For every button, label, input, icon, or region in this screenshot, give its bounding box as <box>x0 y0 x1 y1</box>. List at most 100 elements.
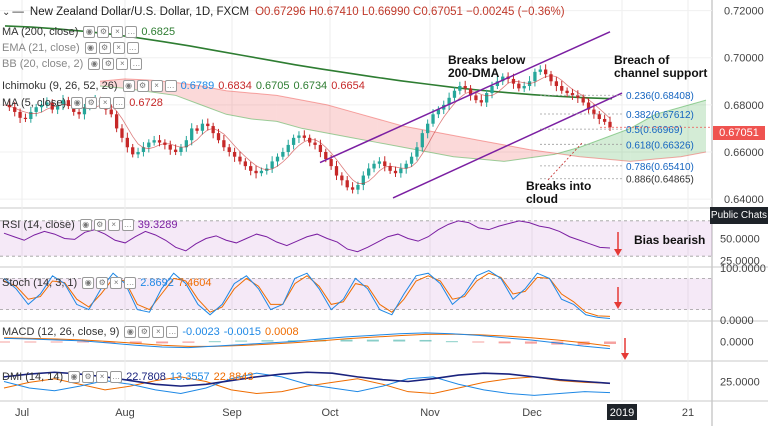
close-icon[interactable]: × <box>99 97 112 109</box>
close-icon[interactable]: × <box>107 219 120 231</box>
eye-icon[interactable]: ◉ <box>82 277 95 289</box>
ichimoku-cloud-segment <box>630 114 656 162</box>
settings-icon[interactable]: ⚙ <box>138 326 151 338</box>
legend-stoch-d: 7.4604 <box>177 277 212 289</box>
candle-body <box>152 140 156 143</box>
candle-body <box>66 100 71 107</box>
more-icon[interactable]: … <box>166 326 179 338</box>
settings-icon[interactable]: ⚙ <box>82 371 95 383</box>
more-icon[interactable]: … <box>121 219 134 231</box>
macd-histogram-bar <box>235 340 248 342</box>
eye-icon[interactable]: ◉ <box>84 42 97 54</box>
candle-body <box>281 151 285 157</box>
settings-icon[interactable]: ⚙ <box>96 277 109 289</box>
legend-stoch-label: Stoch (14, 3, 1) <box>2 277 78 289</box>
macd-histogram-bar <box>340 339 353 342</box>
candle-body <box>136 151 140 155</box>
close-icon[interactable]: × <box>110 277 123 289</box>
candle-body <box>55 104 60 110</box>
close-icon[interactable]: × <box>150 80 163 92</box>
candle-body <box>173 149 178 152</box>
legend-ma5[interactable]: MA (5, close) ◉ ⚙ × … 0.6728 <box>2 95 163 111</box>
macd-down-arrow-head <box>621 353 629 360</box>
chevron-icon[interactable]: ⌄ <box>2 6 11 18</box>
legend-rsi[interactable]: RSI (14, close) ◉ ⚙ × … 39.3289 <box>2 217 178 233</box>
close-icon[interactable]: × <box>112 42 125 54</box>
settings-icon[interactable]: ⚙ <box>136 80 149 92</box>
ichimoku-cloud-segment <box>352 111 378 143</box>
legend-stoch-k: 2.8692 <box>140 277 174 289</box>
candle-body <box>120 128 124 138</box>
close-icon[interactable]: × <box>116 58 129 70</box>
close-icon[interactable]: × <box>152 326 165 338</box>
more-icon[interactable]: … <box>126 42 139 54</box>
candle-body <box>340 175 344 181</box>
public-chats-button[interactable]: Public Chats <box>710 207 768 224</box>
x-tick-label: Dec <box>522 407 542 419</box>
more-icon[interactable]: … <box>110 371 123 383</box>
legend-macd[interactable]: MACD (12, 26, close, 9) ◉ ⚙ × … -0.0023 … <box>2 324 299 340</box>
more-icon[interactable]: … <box>164 80 177 92</box>
candle-body <box>517 83 521 89</box>
ichimoku-cloud-segment <box>504 144 530 162</box>
eye-icon[interactable]: ◉ <box>68 371 81 383</box>
legend-ma200[interactable]: MA (200, close) ◉ ⚙ × … 0.6825 <box>2 24 175 40</box>
eye-icon[interactable]: ◉ <box>83 26 96 38</box>
candle-body <box>206 123 210 127</box>
candle-body <box>259 170 264 174</box>
more-icon[interactable]: … <box>113 97 126 109</box>
eye-icon[interactable]: ◉ <box>79 219 92 231</box>
candle-body <box>141 147 146 152</box>
candle-body <box>324 151 328 160</box>
indicator-y-tick: 50.0000 <box>720 234 760 246</box>
settings-icon[interactable]: ⚙ <box>85 97 98 109</box>
indicator-y-tick: 25.0000 <box>720 377 760 389</box>
candle-body <box>61 100 65 105</box>
candle-body <box>474 95 478 101</box>
candle-body <box>227 147 231 152</box>
price-y-tick: 0.72000 <box>724 6 764 18</box>
candle-body <box>549 74 553 82</box>
minus-icon[interactable]: — <box>12 6 24 18</box>
settings-icon[interactable]: ⚙ <box>97 26 110 38</box>
eye-icon[interactable]: ◉ <box>122 80 135 92</box>
close-icon[interactable]: × <box>96 371 109 383</box>
settings-icon[interactable]: ⚙ <box>98 42 111 54</box>
eye-icon[interactable]: ◉ <box>124 326 137 338</box>
stoch-down-arrow-head <box>614 302 622 309</box>
more-icon[interactable]: … <box>125 26 138 38</box>
candle-body <box>334 166 339 176</box>
close-icon[interactable]: × <box>111 26 124 38</box>
price-y-tick: 0.66000 <box>724 147 764 159</box>
candle-body <box>270 161 274 169</box>
legend-dmi[interactable]: DMI (14, 14) ◉ ⚙ × … 22.7808 13.3557 22.… <box>2 369 253 385</box>
candle-body <box>313 142 317 145</box>
eye-icon[interactable]: ◉ <box>88 58 101 70</box>
legend-macd-1: -0.0023 <box>182 326 220 338</box>
legend-ma5-label: MA (5, close) <box>2 97 67 109</box>
legend-bb[interactable]: BB (20, close, 2) ◉ ⚙ × … <box>2 56 143 72</box>
more-icon[interactable]: … <box>130 58 143 70</box>
macd-histogram-bar <box>156 341 169 344</box>
legend-ichimoku[interactable]: Ichimoku (9, 26, 52, 26) ◉ ⚙ × … 0.6789 … <box>2 78 365 94</box>
macd-histogram-bar <box>287 340 300 342</box>
more-icon[interactable]: … <box>124 277 137 289</box>
candle-body <box>367 168 371 176</box>
macd-panel[interactable] <box>0 332 616 350</box>
eye-icon[interactable]: ◉ <box>71 97 84 109</box>
settings-icon[interactable]: ⚙ <box>93 219 106 231</box>
candle-body <box>388 166 392 171</box>
candle-body <box>147 142 151 148</box>
legend-ema21[interactable]: EMA (21, close) ◉ ⚙ × … <box>2 40 139 56</box>
settings-icon[interactable]: ⚙ <box>102 58 115 70</box>
macd-histogram-bar <box>419 339 432 342</box>
candle-body <box>179 147 183 152</box>
candle-body <box>211 126 215 134</box>
x-tick-label: 21 <box>682 407 694 419</box>
candle-body <box>82 107 87 115</box>
candle-body <box>23 117 28 119</box>
rsi-down-arrow-head <box>614 249 622 256</box>
candle-body <box>608 121 612 128</box>
candle-body <box>50 102 54 110</box>
legend-stoch[interactable]: Stoch (14, 3, 1) ◉ ⚙ × … 2.8692 7.4604 <box>2 275 212 291</box>
